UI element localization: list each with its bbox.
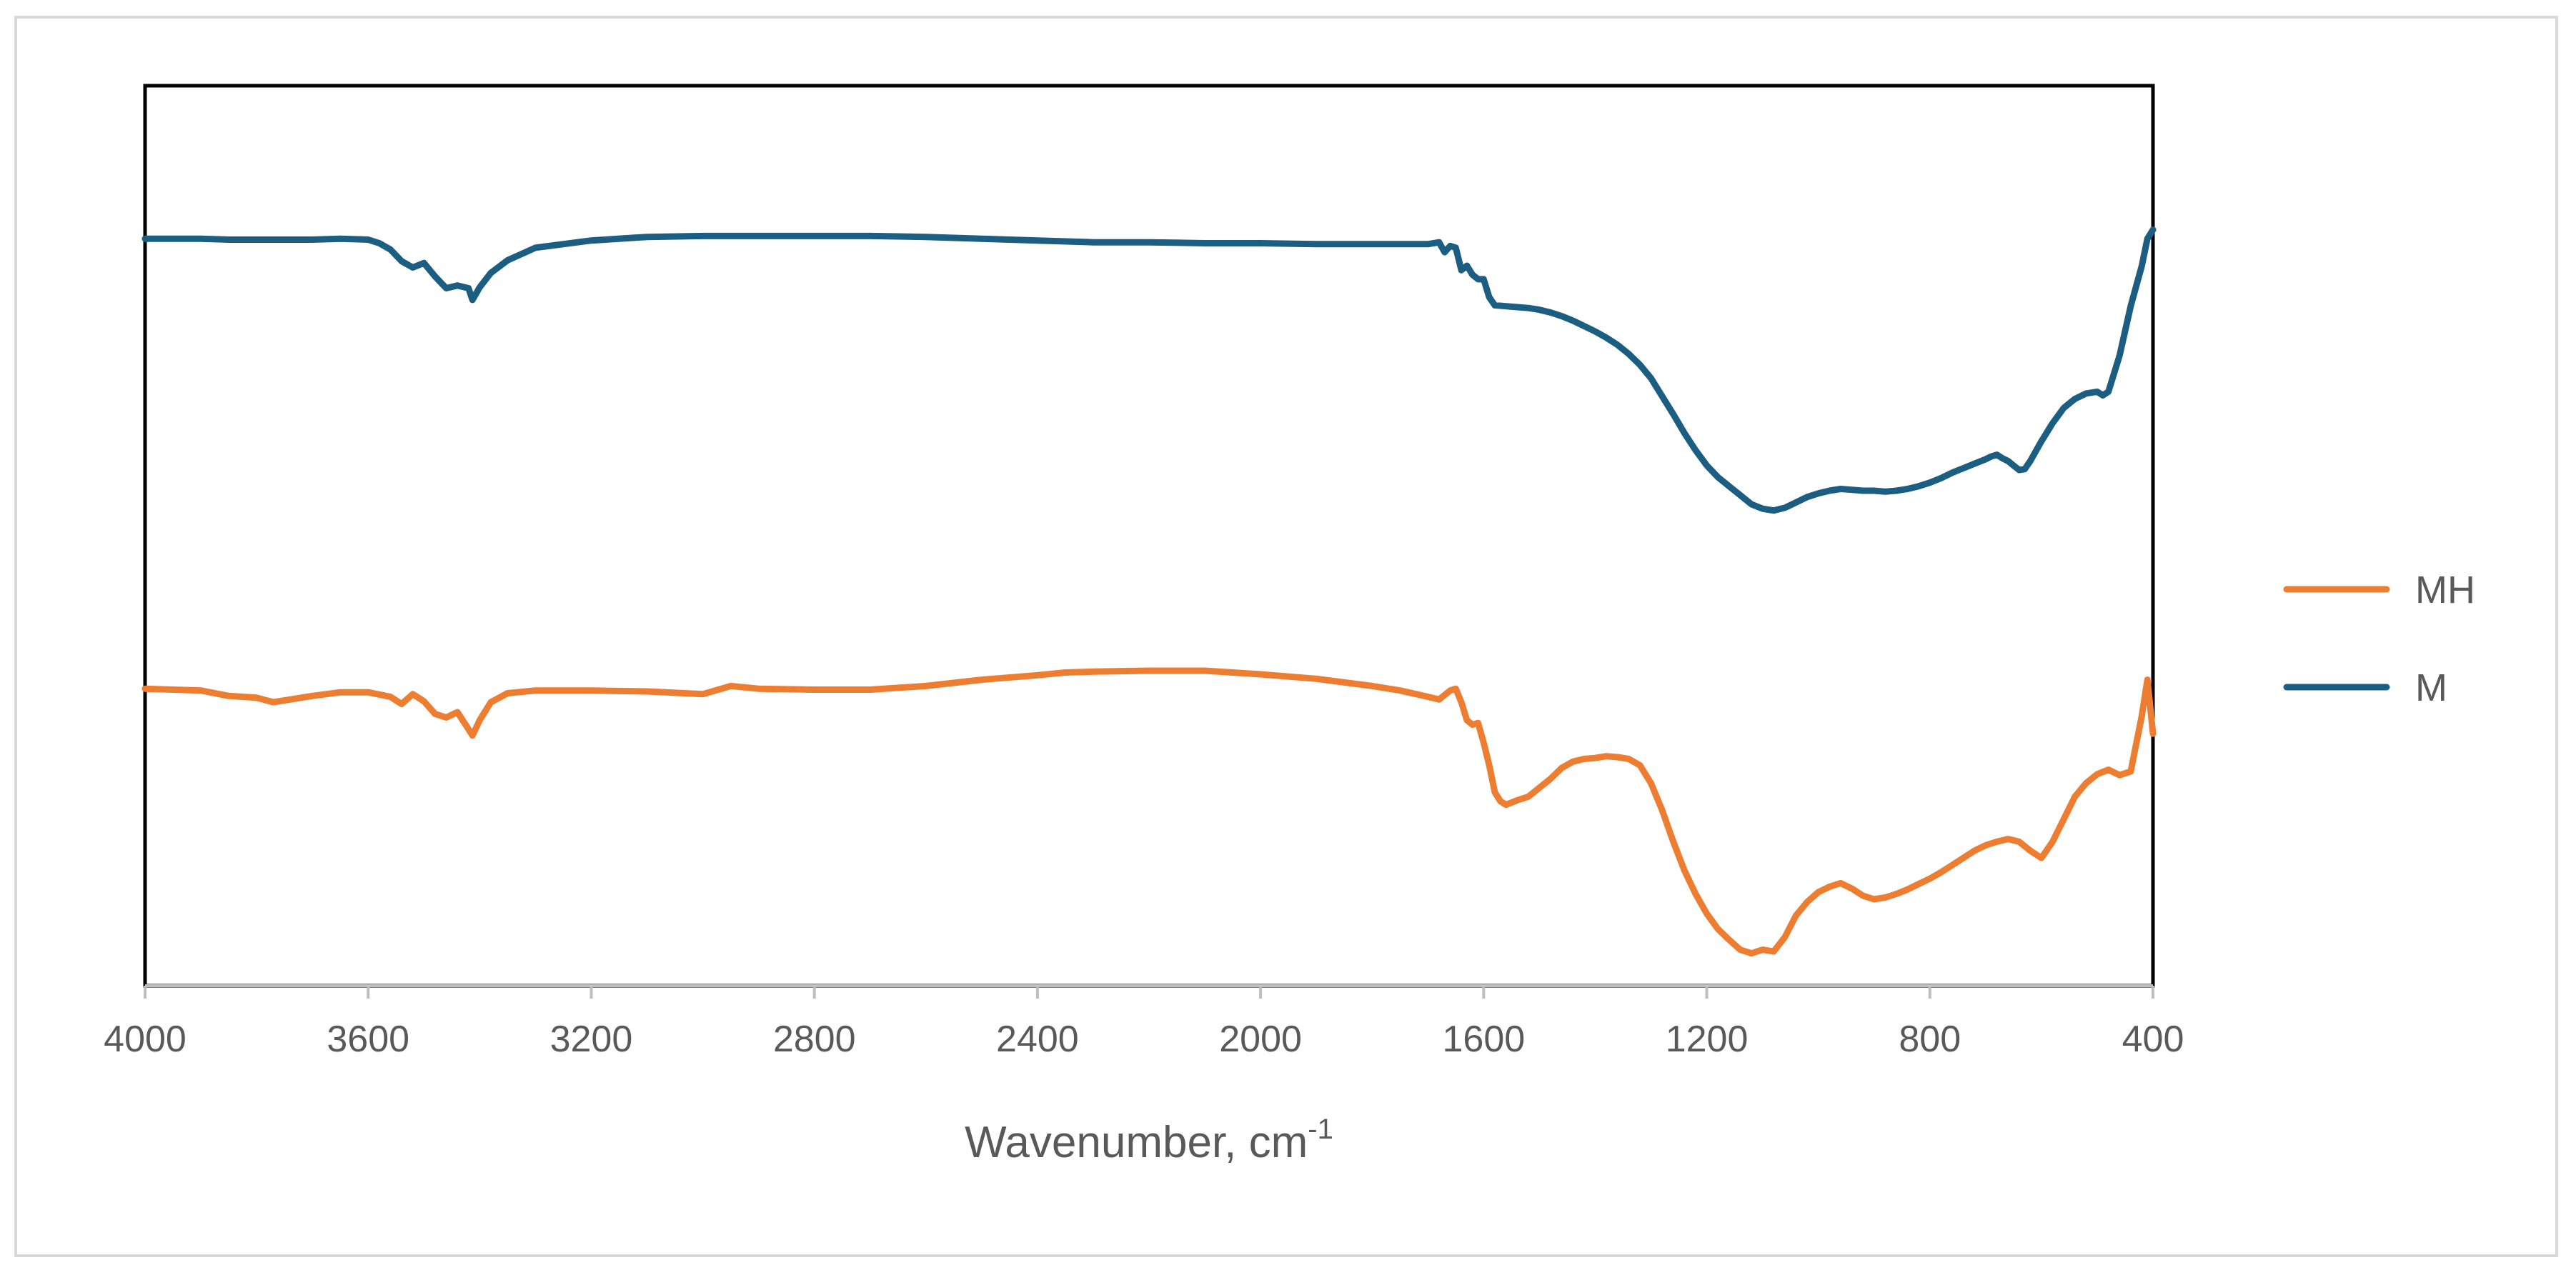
x-axis-title-superscript: -1 (1308, 1114, 1333, 1145)
x-tick-label: 1600 (1442, 1019, 1525, 1060)
series-layer (141, 226, 2157, 957)
plot-area (143, 84, 2155, 988)
legend-label-mh: MH (2415, 569, 2475, 611)
plot-area-border (143, 84, 2155, 988)
x-tick-label: 400 (2122, 1019, 2184, 1060)
x-axis-title-text: Wavenumber, cm (965, 1118, 1308, 1167)
chart-frame (14, 16, 2558, 1257)
x-tick-label: 3200 (550, 1019, 633, 1060)
series-line-mh (141, 667, 2157, 957)
x-axis-title: Wavenumber, cm-1 (965, 1114, 1333, 1167)
x-tick-label: 2400 (996, 1019, 1079, 1060)
x-tick-label: 1200 (1666, 1019, 1749, 1060)
x-tick-label: 4000 (104, 1019, 187, 1060)
legend-label-m: M (2415, 666, 2447, 709)
series-line-m (141, 226, 2157, 514)
legend: MH M (2283, 569, 2475, 709)
x-tick-label: 2800 (773, 1019, 856, 1060)
x-tick-label: 2000 (1219, 1019, 1302, 1060)
x-tick-label: 3600 (327, 1019, 409, 1060)
x-axis: 4000 3600 3200 2800 2400 2000 1600 1200 800 400 Wa… (104, 984, 2184, 1167)
x-tick-label: 800 (1899, 1019, 1961, 1060)
